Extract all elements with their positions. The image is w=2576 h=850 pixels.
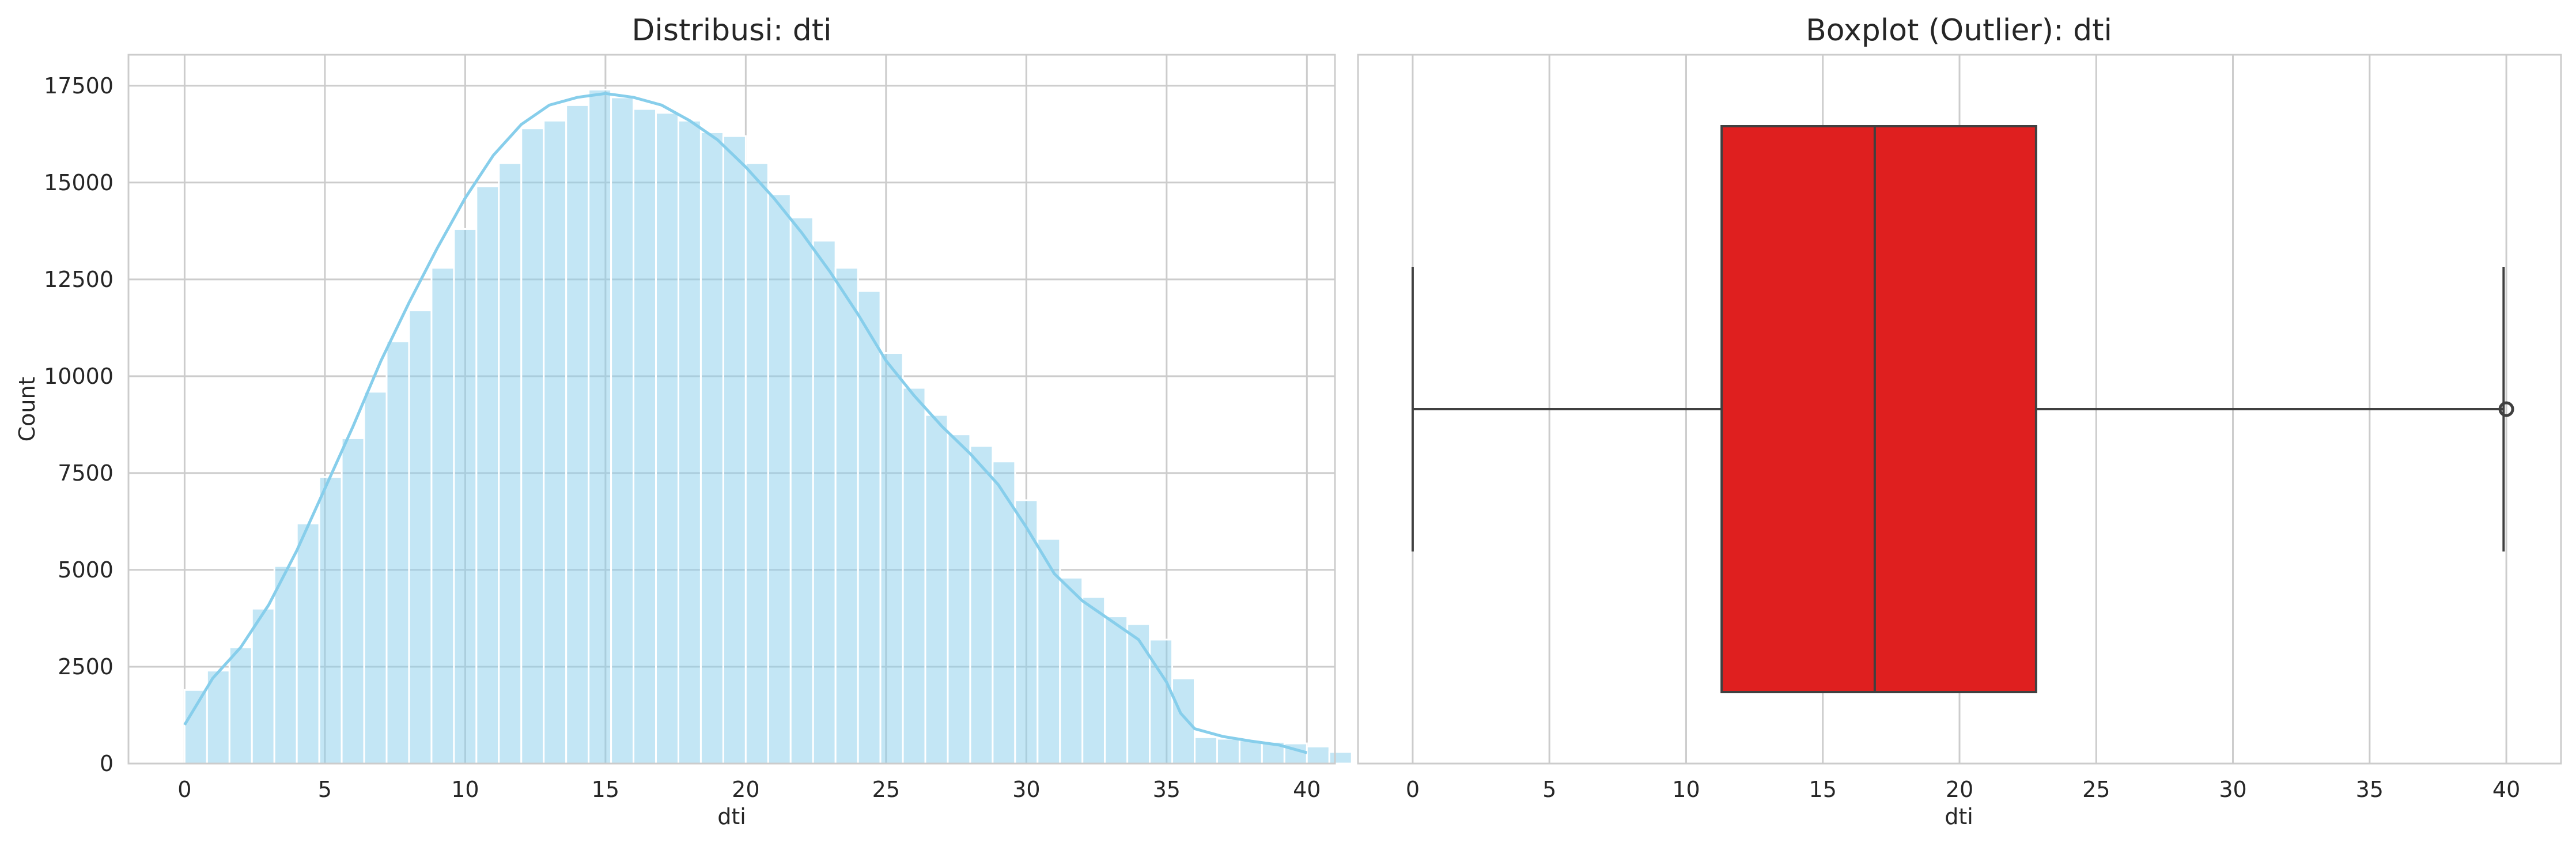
- histogram-x-ticks: 0 5 10 15 20 25 30 35 40: [177, 777, 1321, 802]
- x-tick-label: 10: [451, 777, 479, 802]
- y-tick-label: 0: [100, 751, 114, 776]
- histogram-bar: [1059, 576, 1084, 765]
- histogram-bar: [857, 290, 882, 765]
- x-tick-label: 5: [318, 777, 332, 802]
- y-tick-label: 17500: [44, 73, 114, 99]
- histogram-bar: [1216, 738, 1240, 765]
- histogram-title: Distribusi: dti: [631, 13, 831, 48]
- boxplot-axes-frame: [1357, 54, 2562, 765]
- histogram-bar: [1328, 751, 1353, 765]
- histogram-bar: [1238, 739, 1263, 765]
- histogram-bar: [318, 476, 343, 765]
- histogram-bar: [1126, 623, 1151, 765]
- x-tick-label: 30: [1012, 777, 1040, 802]
- x-tick-label: 5: [1542, 777, 1556, 802]
- y-tick-label: 2500: [58, 654, 114, 679]
- histogram-bar: [610, 96, 635, 765]
- x-tick-label: 0: [1406, 777, 1420, 802]
- histogram-bar: [251, 607, 275, 765]
- x-tick-label: 35: [1153, 777, 1181, 802]
- y-tick-label: 12500: [44, 267, 114, 292]
- histogram-bar: [1104, 615, 1129, 765]
- kde-line: [183, 92, 1307, 754]
- y-tick-label: 10000: [44, 364, 114, 389]
- histogram-bar: [767, 193, 792, 765]
- histogram-bar: [969, 445, 994, 765]
- histogram-y-ticks: 0 2500 5000 7500 10000 12500 15000 17500: [44, 73, 114, 776]
- histogram-bar: [385, 340, 410, 765]
- histogram-bar: [408, 309, 433, 765]
- histogram-bar: [902, 387, 926, 765]
- x-tick-label: 40: [1293, 777, 1321, 802]
- x-tick-label: 30: [2219, 777, 2246, 802]
- histogram-bar: [1171, 677, 1196, 765]
- histogram-panel: Distribusi: dti 0 5 10 15 20 25 30 35 40 0 2500 50…: [14, 13, 1353, 829]
- x-tick-label: 40: [2492, 777, 2520, 802]
- histogram-bar: [1306, 745, 1330, 765]
- histogram-bar: [543, 119, 568, 765]
- boxplot-x-ticks: 0 5 10 15 20 25 30 35 40: [1406, 777, 2520, 802]
- histogram-bar: [722, 135, 747, 765]
- histogram-y-label: Count: [14, 377, 40, 442]
- x-tick-label: 20: [1946, 777, 1973, 802]
- histogram-bar: [341, 437, 365, 765]
- histogram-bar: [453, 228, 478, 765]
- histogram-bar: [1194, 736, 1218, 765]
- x-tick-label: 0: [177, 777, 191, 802]
- histogram-bar: [1037, 538, 1061, 765]
- x-tick-label: 15: [1809, 777, 1837, 802]
- histogram-bar: [430, 267, 455, 765]
- histogram-bar: [296, 522, 320, 765]
- y-tick-label: 15000: [44, 170, 114, 195]
- boxplot-marks: [1411, 125, 2514, 693]
- x-tick-label: 25: [872, 777, 900, 802]
- histogram-bar: [183, 689, 208, 765]
- y-tick-label: 7500: [58, 460, 114, 486]
- x-tick-label: 20: [732, 777, 759, 802]
- histogram-bar: [699, 131, 724, 765]
- x-tick-label: 25: [2082, 777, 2110, 802]
- histogram-bar: [947, 433, 971, 765]
- boxplot-panel: Boxplot (Outlier): dti 0 5 10 15 20 25 30 35 40 …: [1357, 13, 2562, 829]
- histogram-bar: [498, 162, 523, 765]
- histogram-bar: [475, 186, 500, 765]
- histogram-bar: [1081, 596, 1106, 765]
- histogram-bar: [1149, 639, 1174, 765]
- histogram-bar: [588, 88, 612, 765]
- histogram-bar: [565, 104, 590, 765]
- histogram-axes-frame: [127, 54, 1336, 765]
- histogram-bar: [633, 108, 657, 765]
- boxplot-x-label: dti: [1945, 804, 1973, 829]
- histogram-bar: [789, 216, 814, 765]
- histogram-bar: [363, 391, 388, 765]
- histogram-bar: [273, 565, 298, 765]
- x-tick-label: 15: [592, 777, 619, 802]
- interquartile-box: [1720, 125, 2037, 693]
- x-tick-label: 35: [2356, 777, 2384, 802]
- histogram-bar: [520, 127, 545, 765]
- histogram-bar: [744, 162, 769, 765]
- histogram-bar: [924, 414, 949, 765]
- histogram-bar: [879, 352, 904, 765]
- outlier-point: [2498, 401, 2514, 417]
- x-tick-label: 10: [1672, 777, 1700, 802]
- histogram-bar: [677, 119, 702, 765]
- histogram-bar: [228, 646, 253, 765]
- histogram-bar: [812, 240, 837, 765]
- histogram-x-label: dti: [717, 804, 746, 829]
- histogram-bar: [655, 112, 679, 765]
- y-tick-label: 5000: [58, 557, 114, 583]
- histogram-bar: [206, 670, 230, 765]
- histogram-bar: [834, 267, 859, 765]
- boxplot-title: Boxplot (Outlier): dti: [1806, 13, 2112, 48]
